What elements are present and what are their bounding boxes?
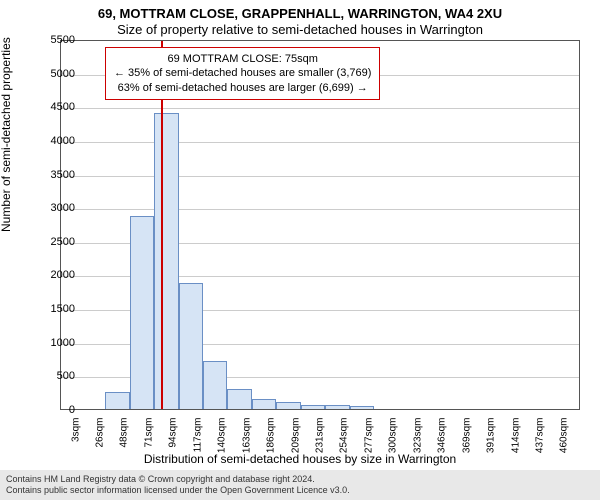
histogram-bar <box>105 392 129 409</box>
ytick-label: 4000 <box>25 135 75 147</box>
ytick-label: 2500 <box>25 236 75 248</box>
ytick-label: 5000 <box>25 68 75 80</box>
gridline <box>61 142 579 143</box>
xtick-label: 369sqm <box>461 418 472 458</box>
histogram-bar <box>130 216 154 409</box>
xtick-label: 346sqm <box>437 418 448 458</box>
ytick-label: 2000 <box>25 269 75 281</box>
chart-title-line2: Size of property relative to semi-detach… <box>0 22 600 37</box>
xtick-label: 254sqm <box>339 418 350 458</box>
info-box-line3: 63% of semi-detached houses are larger (… <box>114 81 371 95</box>
xtick-label: 231sqm <box>315 418 326 458</box>
xtick-label: 300sqm <box>388 418 399 458</box>
histogram-bar <box>154 113 178 409</box>
ytick-label: 3500 <box>25 169 75 181</box>
gridline <box>61 108 579 109</box>
chart-title-line1: 69, MOTTRAM CLOSE, GRAPPENHALL, WARRINGT… <box>0 6 600 21</box>
xtick-label: 26sqm <box>95 418 106 458</box>
info-box-line1: 69 MOTTRAM CLOSE: 75sqm <box>114 52 371 66</box>
y-axis-label: Number of semi-detached properties <box>0 37 13 232</box>
xtick-label: 391sqm <box>486 418 497 458</box>
info-box-line2: ← 35% of semi-detached houses are smalle… <box>114 66 371 80</box>
xtick-label: 437sqm <box>534 418 545 458</box>
xtick-label: 94sqm <box>168 418 179 458</box>
ytick-label: 3000 <box>25 202 75 214</box>
xtick-label: 117sqm <box>192 418 203 458</box>
ytick-label: 1500 <box>25 303 75 315</box>
ytick-label: 500 <box>25 370 75 382</box>
footer-line2: Contains public sector information licen… <box>6 485 594 496</box>
xtick-label: 460sqm <box>559 418 570 458</box>
footer: Contains HM Land Registry data © Crown c… <box>0 470 600 500</box>
xtick-label: 209sqm <box>290 418 301 458</box>
xtick-label: 414sqm <box>510 418 521 458</box>
histogram-bar <box>179 283 203 409</box>
histogram-bar <box>276 402 300 409</box>
gridline <box>61 176 579 177</box>
histogram-bar <box>301 405 325 409</box>
xtick-label: 277sqm <box>363 418 374 458</box>
histogram-bar <box>203 361 227 409</box>
xtick-label: 3sqm <box>70 418 81 458</box>
histogram-bar <box>325 405 349 409</box>
gridline <box>61 209 579 210</box>
ytick-label: 4500 <box>25 101 75 113</box>
plot-area: 69 MOTTRAM CLOSE: 75sqm ← 35% of semi-de… <box>60 40 580 410</box>
histogram-bar <box>252 399 276 409</box>
xtick-label: 186sqm <box>266 418 277 458</box>
footer-line1: Contains HM Land Registry data © Crown c… <box>6 474 594 485</box>
info-box: 69 MOTTRAM CLOSE: 75sqm ← 35% of semi-de… <box>105 47 380 100</box>
xtick-label: 140sqm <box>217 418 228 458</box>
ytick-label: 0 <box>25 404 75 416</box>
histogram-bar <box>350 406 374 409</box>
xtick-label: 163sqm <box>241 418 252 458</box>
xtick-label: 323sqm <box>412 418 423 458</box>
ytick-label: 5500 <box>25 34 75 46</box>
ytick-label: 1000 <box>25 337 75 349</box>
xtick-label: 71sqm <box>143 418 154 458</box>
xtick-label: 48sqm <box>119 418 130 458</box>
histogram-bar <box>227 389 251 409</box>
